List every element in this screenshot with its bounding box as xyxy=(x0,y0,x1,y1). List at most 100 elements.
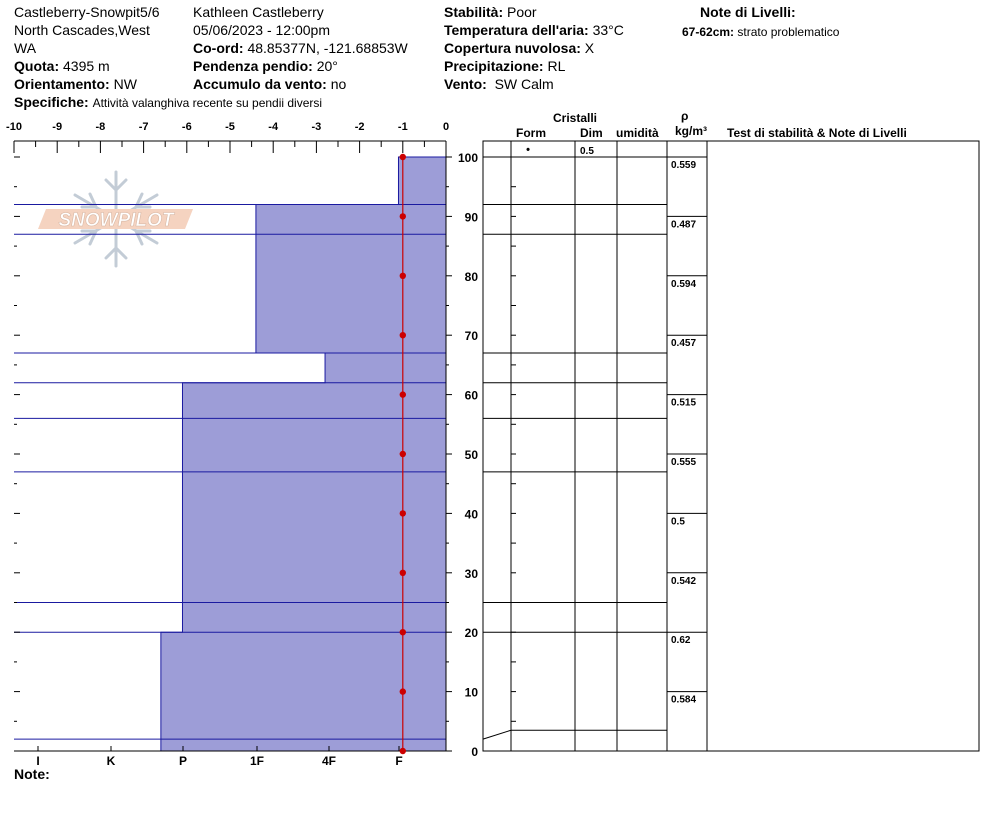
temp-point xyxy=(399,747,406,755)
density-unit-header: kg/m³ xyxy=(675,124,708,138)
hardness-bar xyxy=(255,204,446,354)
temp-tick-label: -3 xyxy=(312,121,322,133)
region-line-2: WA xyxy=(14,40,37,56)
connector-line xyxy=(482,729,512,740)
density-value: 0.457 xyxy=(671,338,696,349)
moisture-header: umidità xyxy=(616,126,659,140)
height-tick-label: 100 xyxy=(458,151,478,165)
height-tick-label: 30 xyxy=(465,567,479,581)
aspect: Orientamento: NW xyxy=(14,76,137,92)
aspect-value: NW xyxy=(113,76,137,92)
height-tick-label: 40 xyxy=(465,507,479,521)
elevation-label: Quota: xyxy=(14,58,60,74)
density-value: 0.555 xyxy=(671,457,696,468)
height-tick-label: 90 xyxy=(465,210,479,224)
temp-tick-label: -4 xyxy=(268,121,279,133)
stability-notes-header: Test di stabilità & Note di Livelli xyxy=(727,126,907,140)
cloud-value: X xyxy=(584,40,595,56)
height-tick-label: 10 xyxy=(465,686,479,700)
elevation-value: 4395 m xyxy=(63,58,110,74)
logo-text: SNOWPILOT xyxy=(58,210,174,231)
top-layer-size: 0.5 xyxy=(580,146,594,157)
top-layer-form: • xyxy=(526,144,530,156)
air-temp: Temperatura dell'aria: 33°C xyxy=(444,22,624,38)
cloud-cover: Copertura nuvolosa: X xyxy=(444,40,594,56)
hardness-bar xyxy=(325,353,446,383)
temp-point xyxy=(399,510,406,517)
cloud-label: Copertura nuvolosa: xyxy=(444,40,581,56)
wind-loading-value: no xyxy=(330,76,347,92)
aspect-label: Orientamento: xyxy=(14,76,110,92)
height-tick-label: 20 xyxy=(465,626,479,640)
stability: Stabilità: Poor xyxy=(444,4,537,20)
density-value: 0.584 xyxy=(671,695,696,706)
observer: Kathleen Castleberry xyxy=(193,4,324,20)
specifics: Specifiche: Attività valanghiva recente … xyxy=(14,94,322,111)
density-value: 0.594 xyxy=(671,279,696,290)
height-tick-label: 70 xyxy=(465,329,479,343)
hardness-tick-label: 4F xyxy=(322,754,336,768)
temp-tick-label: -8 xyxy=(96,121,106,133)
temp-tick-label: -1 xyxy=(398,121,408,133)
temp-tick-label: -6 xyxy=(182,121,192,133)
coords: Co-ord: 48.85377N, -121.68853W xyxy=(193,40,408,56)
air-temp-label: Temperatura dell'aria: xyxy=(444,22,589,38)
wind-loading: Accumulo da vento: no xyxy=(193,76,346,92)
temp-tick-label: -7 xyxy=(139,121,149,133)
temp-point xyxy=(399,332,406,339)
height-tick-label: 0 xyxy=(471,745,478,759)
logo-banner xyxy=(38,209,193,229)
hardness-bar xyxy=(398,157,446,205)
density-value: 0.5 xyxy=(671,516,685,527)
air-temp-value: 33°C xyxy=(592,22,624,38)
specifics-value: Attività valanghiva recente su pendii di… xyxy=(92,96,323,110)
coords-label: Co-ord: xyxy=(193,40,244,56)
density-value: 0.559 xyxy=(671,160,696,171)
hardness-tick-label: I xyxy=(36,754,39,768)
region-line-1: North Cascades,West xyxy=(14,22,150,38)
hardness-bar xyxy=(182,382,447,633)
temp-point xyxy=(399,213,406,220)
temp-point xyxy=(399,688,406,695)
specifics-label: Specifiche: xyxy=(14,94,89,110)
temp-tick-label: -9 xyxy=(52,121,62,133)
precipitation: Precipitazione: RL xyxy=(444,58,565,74)
site-name: Castleberry-Snowpit5/6 xyxy=(14,4,160,20)
temp-point xyxy=(399,272,406,279)
temp-tick-label: 0 xyxy=(443,121,449,133)
density-value: 0.487 xyxy=(671,219,696,230)
height-tick-label: 50 xyxy=(465,448,479,462)
rho-header: ρ xyxy=(681,109,689,123)
density-value: 0.515 xyxy=(671,398,696,409)
wind-label: Vento: xyxy=(444,76,487,92)
size-header: Dim xyxy=(580,126,603,140)
hardness-tick-label: 1F xyxy=(250,754,264,768)
temp-point xyxy=(399,450,406,458)
layer-note-text: strato problematico xyxy=(737,25,840,39)
form-header: Form xyxy=(516,126,546,140)
hardness-tick-label: P xyxy=(179,754,187,768)
temp-point xyxy=(399,569,406,576)
temp-point xyxy=(399,153,406,161)
precip-value: RL xyxy=(547,58,566,74)
elevation: Quota: 4395 m xyxy=(14,58,110,74)
crystals-header: Cristalli xyxy=(553,111,598,125)
table-border xyxy=(482,140,980,752)
precip-label: Precipitazione: xyxy=(444,58,544,74)
wind: Vento: SW Calm xyxy=(444,76,554,92)
density-value: 0.62 xyxy=(671,635,691,646)
temp-point xyxy=(399,391,406,398)
slope-label: Pendenza pendio: xyxy=(193,58,313,74)
temp-point xyxy=(399,629,406,636)
snowpilot-logo: SNOWPILOT xyxy=(38,170,193,268)
layer-notes-title: Note di Livelli: xyxy=(700,4,796,20)
wind-loading-label: Accumulo da vento: xyxy=(193,76,327,92)
wind-value: SW Calm xyxy=(494,76,554,92)
temp-tick-label: -10 xyxy=(6,121,22,133)
footer-note-label: Note: xyxy=(14,766,50,782)
layer-note: 67-62cm: strato problematico xyxy=(682,24,839,40)
stability-label: Stabilità: xyxy=(444,4,504,20)
stability-value: Poor xyxy=(507,4,537,20)
slope: Pendenza pendio: 20° xyxy=(193,58,338,74)
